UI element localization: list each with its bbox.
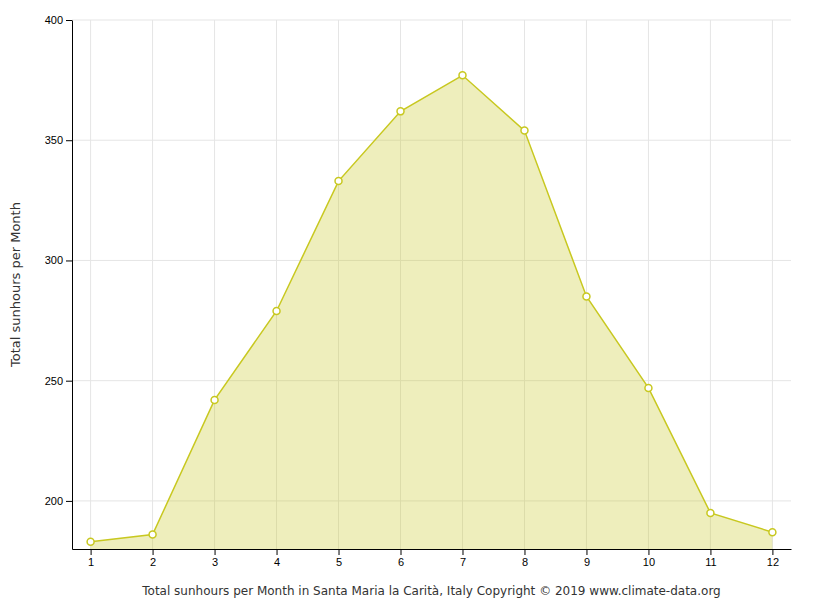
tick-label: 7: [460, 556, 466, 568]
tick-label: 12: [767, 556, 779, 568]
tick-mark: [710, 549, 711, 555]
tick-label: 3: [212, 556, 218, 568]
marker: [521, 127, 528, 134]
tick: 2: [150, 549, 156, 568]
tick-mark: [339, 549, 340, 555]
tick: 10: [643, 549, 655, 568]
tick-label: 2: [150, 556, 156, 568]
tick-mark: [401, 549, 402, 555]
marker: [87, 538, 94, 545]
tick-mark: [153, 549, 154, 555]
tick-label: 300: [45, 254, 63, 266]
marker: [459, 72, 466, 79]
tick: 400: [45, 14, 72, 26]
tick: 200: [45, 495, 72, 507]
grid-line: [152, 20, 153, 549]
chart: 123456789101112200250300350400Total sunh…: [0, 0, 815, 611]
marker: [273, 307, 280, 314]
grid: [72, 20, 791, 549]
marker: [397, 108, 404, 115]
tick-label: 250: [45, 375, 63, 387]
grid-line: [90, 20, 91, 549]
tick-label: 400: [45, 14, 63, 26]
tick: 1: [88, 549, 94, 568]
tick-mark: [66, 140, 72, 141]
tick-label: 5: [336, 556, 342, 568]
marker: [149, 531, 156, 538]
marker: [583, 293, 590, 300]
axis-line: [72, 21, 73, 550]
tick-label: 9: [584, 556, 590, 568]
tick-mark: [66, 501, 72, 502]
tick-mark: [772, 549, 773, 555]
tick-mark: [66, 20, 72, 21]
plot: 123456789101112200250300350400: [45, 14, 792, 568]
tick: 4: [274, 549, 280, 568]
area: [91, 75, 773, 549]
marker: [211, 396, 218, 403]
tick-label: 10: [643, 556, 655, 568]
tick: 12: [767, 549, 779, 568]
tick: 7: [460, 549, 466, 568]
tick-label: 350: [45, 134, 63, 146]
x-axis: 123456789101112: [73, 549, 792, 568]
y-axis-title: Total sunhours per Month: [8, 202, 23, 368]
line: [91, 75, 773, 541]
data: [87, 72, 776, 549]
axis-line: [73, 549, 792, 550]
grid-line: [72, 20, 791, 21]
tick-mark: [586, 549, 587, 555]
tick-mark: [462, 549, 463, 555]
tick-label: 1: [88, 556, 94, 568]
tick: 6: [398, 549, 404, 568]
tick: 350: [45, 134, 72, 146]
x-axis-title: Total sunhours per Month in Santa Maria …: [141, 584, 720, 598]
grid-line: [710, 20, 711, 549]
tick-mark: [524, 549, 525, 555]
marker: [645, 384, 652, 391]
tick: 9: [584, 549, 590, 568]
tick-label: 8: [522, 556, 528, 568]
tick-label: 200: [45, 495, 63, 507]
tick: 250: [45, 375, 72, 387]
tick-label: 11: [705, 556, 716, 568]
tick-mark: [215, 549, 216, 555]
tick-mark: [277, 549, 278, 555]
tick: 3: [212, 549, 218, 568]
tick: 8: [522, 549, 528, 568]
grid-line: [772, 20, 773, 549]
tick-label: 4: [274, 556, 280, 568]
tick-mark: [66, 260, 72, 261]
tick-mark: [66, 381, 72, 382]
tick-label: 6: [398, 556, 404, 568]
tick: 11: [705, 549, 716, 568]
tick: 300: [45, 254, 72, 266]
marker: [707, 509, 714, 516]
marker: [335, 178, 342, 185]
marker: [769, 529, 776, 536]
y-axis: 200 250 300 350 400: [45, 14, 73, 549]
tick-mark: [91, 549, 92, 555]
tick: 5: [336, 549, 342, 568]
tick-mark: [648, 549, 649, 555]
